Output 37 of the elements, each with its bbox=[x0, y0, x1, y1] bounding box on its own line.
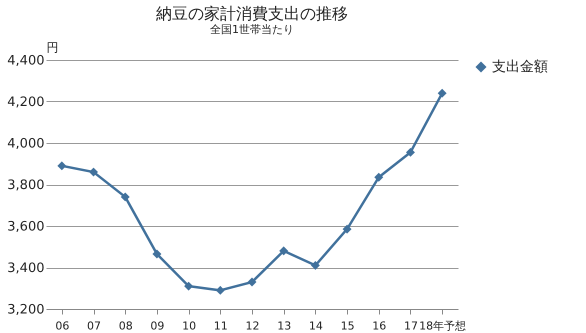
chart-subtitle: 全国1世帯当たり bbox=[210, 23, 294, 36]
x-tick-label: 17 bbox=[404, 320, 418, 332]
point bbox=[184, 282, 194, 291]
point bbox=[57, 161, 66, 170]
y-tick-label: 3,400 bbox=[7, 261, 44, 276]
point bbox=[310, 260, 320, 270]
y-tick-label: 3,800 bbox=[7, 178, 44, 193]
x-tick-label: 08 bbox=[118, 320, 133, 332]
point bbox=[120, 192, 130, 202]
point bbox=[216, 286, 225, 295]
point bbox=[279, 246, 288, 256]
point bbox=[342, 224, 352, 234]
y-axis-title: 円 bbox=[46, 40, 58, 54]
x-tick-label: 12 bbox=[246, 320, 260, 332]
x-tick-label: 10 bbox=[182, 320, 196, 332]
y-tick-label: 4,400 bbox=[7, 54, 44, 68]
legend-label: 支出金額 bbox=[492, 59, 548, 75]
point bbox=[89, 168, 98, 177]
point bbox=[374, 172, 384, 182]
x-tick-label: 13 bbox=[277, 320, 292, 332]
x-tick-label: 18年予想 bbox=[419, 320, 466, 332]
point bbox=[438, 88, 447, 98]
point bbox=[406, 148, 415, 157]
chart-title: 納豆の家計消費支出の推移 bbox=[156, 4, 348, 23]
x-tick-label: 15 bbox=[340, 320, 355, 332]
y-tick-label: 4,200 bbox=[7, 95, 44, 110]
x-tick-label: 16 bbox=[372, 320, 386, 332]
point bbox=[152, 250, 162, 258]
y-tick-label: 4,000 bbox=[7, 136, 44, 152]
x-tick-label: 09 bbox=[150, 320, 164, 332]
x-tick-label: 14 bbox=[308, 320, 323, 332]
x-tick-label: 07 bbox=[87, 320, 102, 332]
x-tick-label: 11 bbox=[214, 320, 228, 332]
x-tick-label: 06 bbox=[55, 320, 70, 332]
y-tick-label: 3,600 bbox=[7, 220, 44, 234]
point bbox=[248, 278, 256, 286]
y-tick-label: 3,200 bbox=[7, 302, 44, 318]
